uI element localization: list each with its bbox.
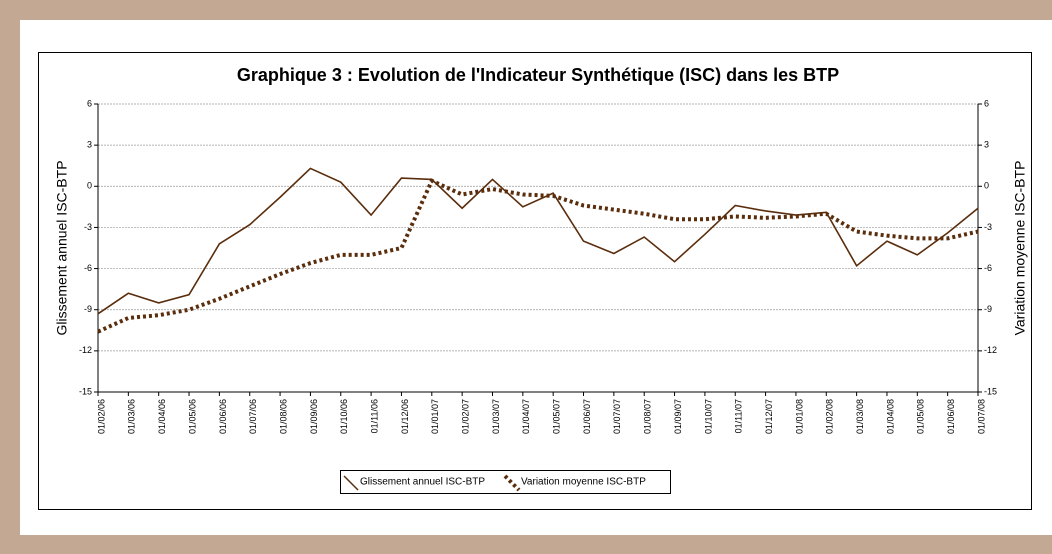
y-tick-label: 3 xyxy=(87,140,92,150)
x-tick-label: 01/05/07 xyxy=(552,399,562,434)
y-tick-label: -12 xyxy=(79,345,92,355)
x-tick-label: 01/12/06 xyxy=(400,399,410,434)
x-tick-label: 01/07/06 xyxy=(248,399,258,434)
x-tick-label: 01/01/07 xyxy=(430,399,440,434)
x-tick-label: 01/01/08 xyxy=(794,399,804,434)
y-tick-label: -3 xyxy=(84,222,92,232)
x-tick-label: 01/09/06 xyxy=(309,399,319,434)
x-tick-label: 01/07/07 xyxy=(612,399,622,434)
x-tick-label: 01/11/06 xyxy=(369,399,379,433)
x-tick-label: 01/10/07 xyxy=(703,399,713,434)
x-tick-label: 01/03/07 xyxy=(491,399,501,434)
x-tick-label: 01/06/07 xyxy=(582,399,592,434)
x-tick-label: 01/03/06 xyxy=(127,399,137,434)
y2-tick-label: -3 xyxy=(984,222,992,232)
y-axis-title: Glissement annuel ISC-BTP xyxy=(54,160,70,335)
series-line xyxy=(97,178,979,334)
legend-box xyxy=(340,470,671,494)
y2-axis-title: Variation moyenne ISC-BTP xyxy=(1012,161,1028,336)
x-tick-label: 01/11/07 xyxy=(734,399,744,433)
x-tick-label: 01/04/08 xyxy=(885,399,895,434)
x-tick-label: 01/05/06 xyxy=(187,399,197,434)
x-tick-label: 01/12/07 xyxy=(764,399,774,434)
x-tick-label: 01/05/08 xyxy=(916,399,926,434)
legend-marker xyxy=(343,475,359,491)
y-tick-label: -9 xyxy=(84,304,92,314)
y2-tick-label: -6 xyxy=(984,263,992,273)
x-tick-label: 01/06/08 xyxy=(946,399,956,434)
x-tick-label: 01/10/06 xyxy=(339,399,349,434)
panel xyxy=(20,20,1052,535)
y2-tick-label: -12 xyxy=(984,345,997,355)
x-tick-label: 01/03/08 xyxy=(855,399,865,434)
chart-frame xyxy=(38,52,1032,510)
x-tick-label: 01/08/06 xyxy=(278,399,288,434)
y-tick-label: -6 xyxy=(84,263,92,273)
y2-tick-label: -9 xyxy=(984,304,992,314)
x-tick-label: 01/09/07 xyxy=(673,399,683,434)
y-tick-label: 0 xyxy=(87,181,92,191)
chart-title: Graphique 3 : Evolution de l'Indicateur … xyxy=(237,65,839,85)
x-tick-label: 01/02/06 xyxy=(96,399,106,434)
series-line xyxy=(97,167,979,315)
x-tick-label: 01/04/06 xyxy=(157,399,167,434)
x-tick-label: 01/04/07 xyxy=(521,399,531,434)
legend-label: Variation moyenne ISC-BTP xyxy=(521,477,646,488)
y-tick-label: -15 xyxy=(79,386,92,396)
x-tick-label: 01/06/06 xyxy=(218,399,228,434)
x-tick-label: 01/08/07 xyxy=(643,399,653,434)
y2-tick-label: 6 xyxy=(984,98,989,108)
x-tick-label: 01/07/08 xyxy=(976,399,986,434)
x-tick-label: 01/02/08 xyxy=(825,399,835,434)
x-tick-label: 01/02/07 xyxy=(461,399,471,434)
y-tick-label: 6 xyxy=(87,98,92,108)
legend-label: Glissement annuel ISC-BTP xyxy=(360,477,485,488)
y2-tick-label: 3 xyxy=(984,140,989,150)
y2-tick-label: 0 xyxy=(984,181,989,191)
y2-tick-label: -15 xyxy=(984,386,997,396)
